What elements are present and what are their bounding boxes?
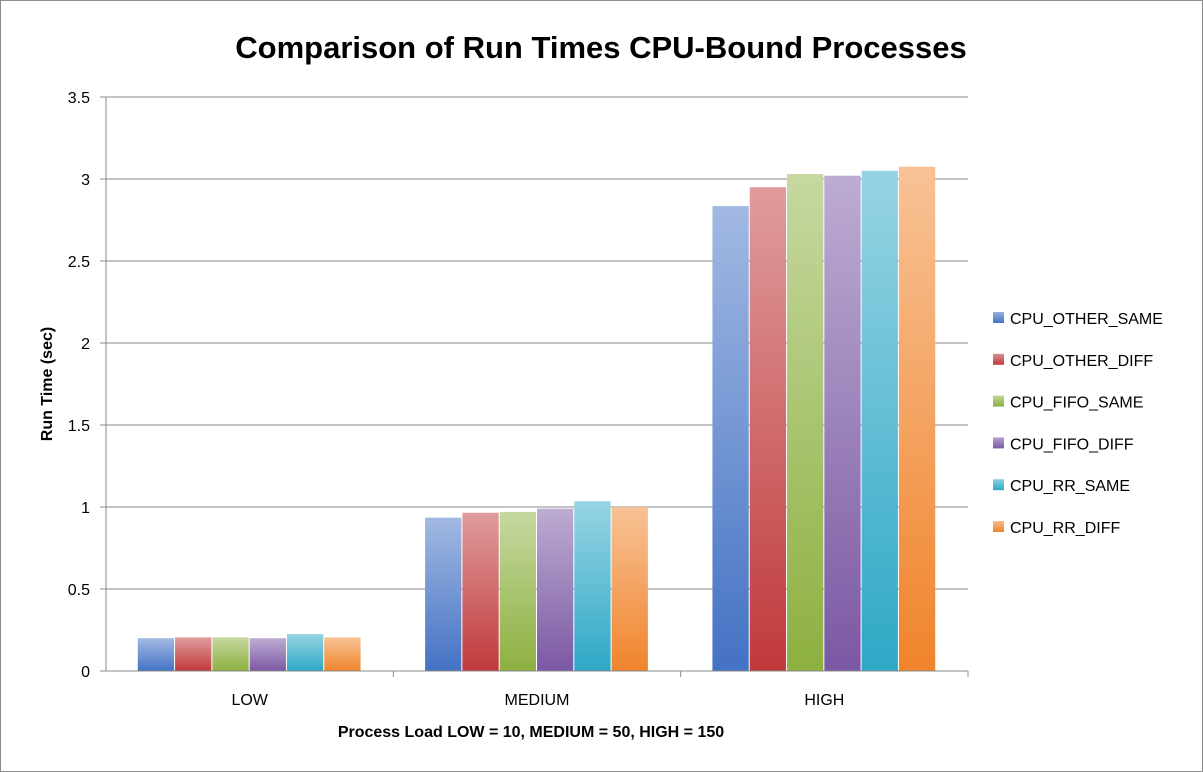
bar-cpu-rr-diff-low bbox=[324, 637, 361, 671]
chart-title: Comparison of Run Times CPU-Bound Proces… bbox=[235, 30, 967, 65]
bar-cpu-rr-same-medium bbox=[574, 501, 611, 671]
x-axis-title: Process Load LOW = 10, MEDIUM = 50, HIGH… bbox=[338, 724, 724, 741]
bar-cpu-other-same-medium bbox=[425, 517, 462, 671]
legend-swatch-cpu-fifo-diff bbox=[993, 437, 1004, 449]
legend-swatch-cpu-rr-same bbox=[993, 479, 1004, 491]
y-tick-label: 2 bbox=[81, 336, 90, 353]
x-tick-label: HIGH bbox=[804, 692, 844, 709]
x-tick-label: MEDIUM bbox=[505, 692, 570, 709]
y-tick-label: 0.5 bbox=[68, 582, 90, 599]
y-axis-title: Run Time (sec) bbox=[39, 327, 56, 441]
x-tick-label: LOW bbox=[231, 692, 268, 709]
bar-cpu-other-diff-medium bbox=[462, 512, 499, 671]
legend-label-cpu-other-diff: CPU_OTHER_DIFF bbox=[1010, 353, 1153, 370]
bar-cpu-fifo-same-low bbox=[212, 637, 249, 671]
legend: CPU_OTHER_SAME CPU_OTHER_DIFF CPU_FIFO_SAM… bbox=[993, 311, 1163, 537]
y-tick-label: 1.5 bbox=[68, 418, 90, 435]
x-axis-ticks: LOW MEDIUM HIGH bbox=[231, 671, 969, 709]
legend-label-cpu-fifo-same: CPU_FIFO_SAME bbox=[1010, 395, 1143, 412]
legend-label-cpu-rr-same: CPU_RR_SAME bbox=[1010, 478, 1130, 495]
y-axis-ticks: 0 0.5 1 1.5 2 2.5 3 3.5 bbox=[68, 90, 106, 681]
legend-swatch-cpu-fifo-same bbox=[993, 395, 1004, 407]
bar-cpu-fifo-diff-low bbox=[249, 638, 286, 671]
bar-cpu-other-same-low bbox=[137, 638, 175, 671]
legend-swatch-cpu-other-diff bbox=[993, 353, 1004, 365]
bar-cpu-other-diff-low bbox=[175, 637, 212, 671]
bar-cpu-fifo-diff-medium bbox=[537, 508, 574, 671]
y-tick-label: 3.5 bbox=[68, 90, 90, 107]
bar-cpu-rr-diff-medium bbox=[611, 507, 648, 671]
bar-cpu-fifo-diff-high bbox=[824, 175, 861, 671]
bar-cpu-fifo-same-medium bbox=[499, 511, 536, 671]
y-tick-label: 2.5 bbox=[68, 254, 90, 271]
bar-cpu-other-same-high bbox=[712, 206, 749, 671]
bar-cpu-fifo-same-high bbox=[787, 174, 824, 671]
y-tick-label: 3 bbox=[81, 172, 90, 189]
legend-label-cpu-rr-diff: CPU_RR_DIFF bbox=[1010, 520, 1120, 537]
bar-cpu-rr-same-high bbox=[861, 170, 898, 672]
legend-label-cpu-other-same: CPU_OTHER_SAME bbox=[1010, 311, 1163, 328]
bar-cpu-rr-same-low bbox=[286, 634, 324, 671]
legend-swatch-cpu-rr-diff bbox=[993, 521, 1004, 532]
y-tick-label: 1 bbox=[81, 500, 90, 517]
legend-label-cpu-fifo-diff: CPU_FIFO_DIFF bbox=[1010, 436, 1134, 453]
bar-cpu-rr-diff-high bbox=[898, 166, 936, 671]
bar-cpu-other-diff-high bbox=[749, 187, 787, 671]
bars bbox=[137, 166, 936, 672]
y-tick-label: 0 bbox=[81, 664, 90, 681]
legend-swatch-cpu-other-same bbox=[993, 312, 1004, 323]
